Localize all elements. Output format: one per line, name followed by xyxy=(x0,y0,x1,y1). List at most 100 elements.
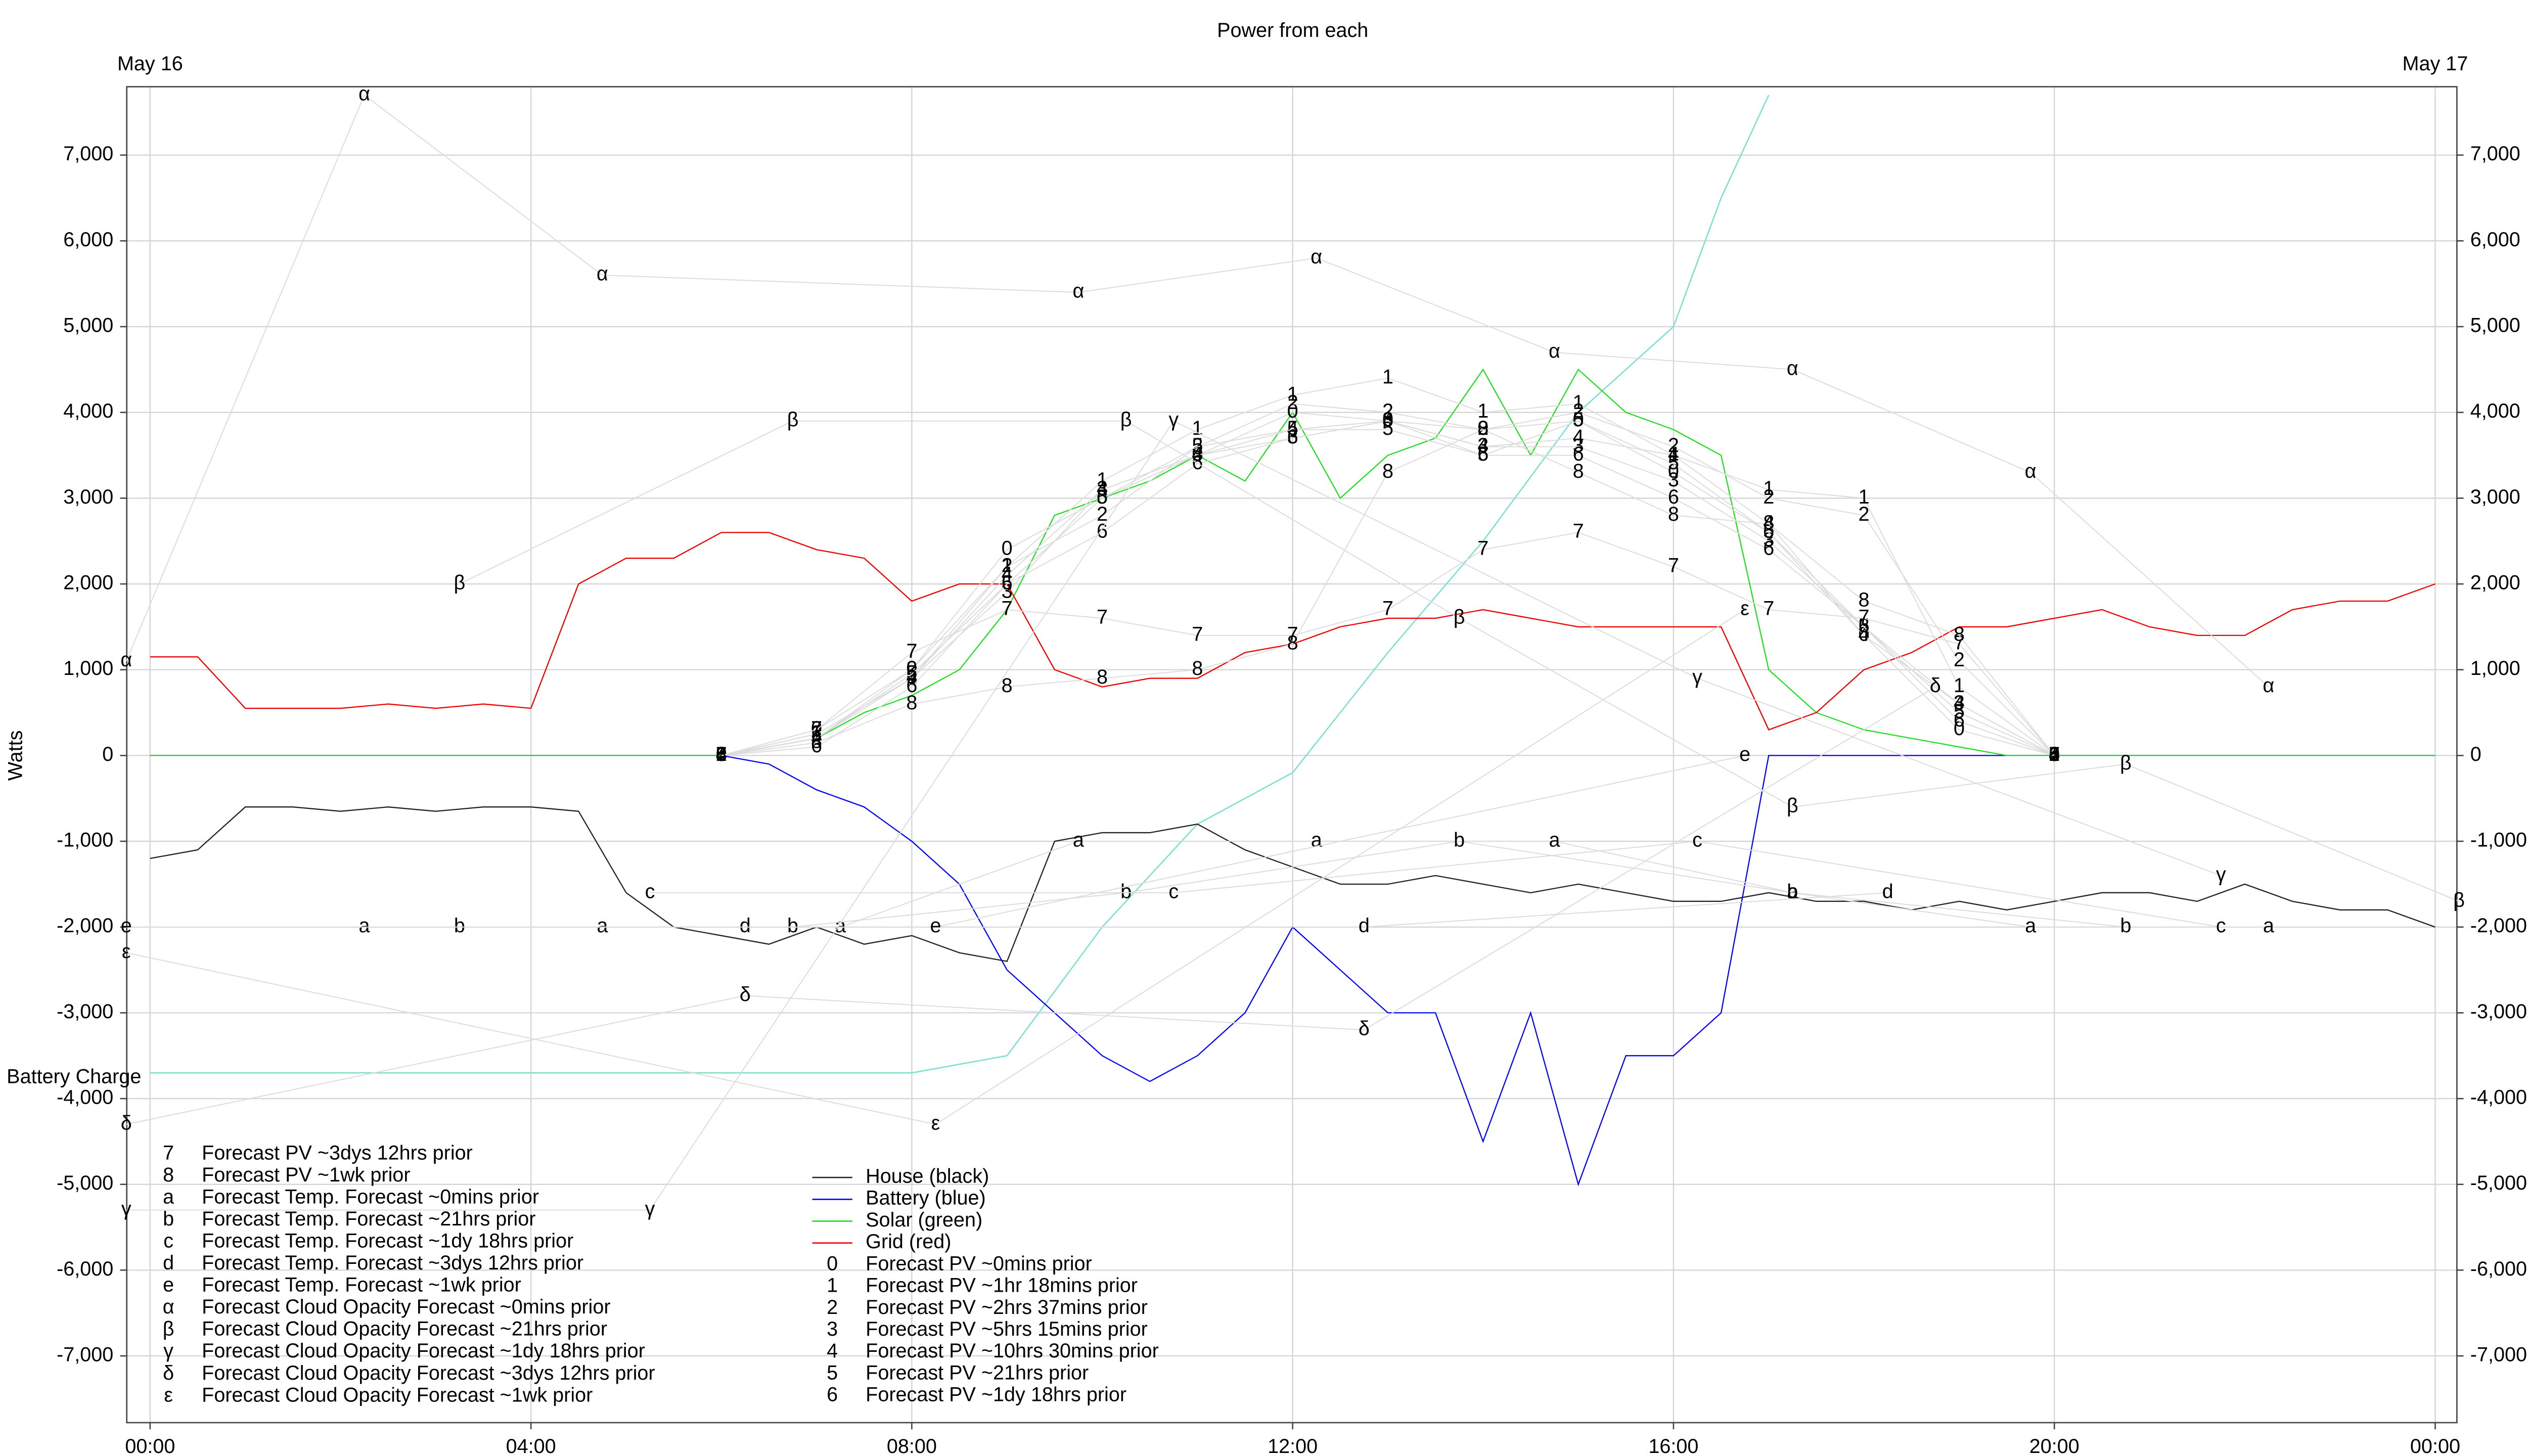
forecast-marker: 4 xyxy=(1477,434,1488,457)
forecast-marker: ε xyxy=(931,1112,940,1134)
forecast-marker: c xyxy=(1692,829,1702,851)
y-tick-label-right: 2,000 xyxy=(2470,572,2520,594)
legend-label: Forecast Cloud Opacity Forecast ~21hrs p… xyxy=(202,1318,607,1340)
x-tick-label: 04:00 xyxy=(506,1435,556,1456)
y-tick-label-right: -5,000 xyxy=(2470,1172,2527,1194)
forecast-marker: c xyxy=(1168,880,1179,902)
forecast-line xyxy=(126,755,1745,928)
forecast-marker: 4 xyxy=(716,743,727,765)
forecast-marker: 6 xyxy=(2049,743,2060,765)
forecast-marker: a xyxy=(1073,829,1085,851)
forecast-marker: 2 xyxy=(1477,417,1488,439)
legend-marker: 6 xyxy=(827,1384,838,1406)
forecast-marker: β xyxy=(787,408,799,431)
legend-marker: 7 xyxy=(163,1142,174,1164)
legend-label: Forecast Cloud Opacity Forecast ~1dy 18h… xyxy=(202,1340,645,1362)
forecast-marker: 0 xyxy=(1382,408,1393,431)
forecast-marker: 6 xyxy=(1097,520,1108,542)
forecast-line xyxy=(125,94,2269,688)
forecast-marker: a xyxy=(2263,915,2275,937)
forecast-marker: 2 xyxy=(1097,503,1108,525)
forecast-marker: 3 xyxy=(716,743,727,765)
forecast-marker: 8 xyxy=(1002,674,1013,697)
forecast-marker: 7 xyxy=(1477,537,1488,560)
legend-label: Forecast Temp. Forecast ~1wk prior xyxy=(202,1274,521,1296)
forecast-marker: a xyxy=(359,915,371,937)
legend-label: Forecast PV ~0mins prior xyxy=(866,1252,1092,1275)
forecast-marker: 2 xyxy=(716,743,727,765)
forecast-marker: 7 xyxy=(1382,597,1393,619)
forecast-marker: 1 xyxy=(716,743,727,765)
forecast-marker: 5 xyxy=(1287,417,1298,439)
forecast-marker: β xyxy=(1787,795,1798,817)
legend-label: Forecast PV ~1hr 18mins prior xyxy=(866,1275,1138,1297)
y-tick-label: -4,000 xyxy=(57,1086,113,1108)
forecast-line xyxy=(126,686,1936,1125)
forecast-marker: 1 xyxy=(1763,477,1774,499)
forecast-marker: 7 xyxy=(811,717,822,740)
forecast-marker: 6 xyxy=(1002,572,1013,594)
forecast-marker: 6 xyxy=(1192,451,1203,474)
forecast-marker: 1 xyxy=(2049,743,2060,765)
forecast-marker: 6 xyxy=(1477,443,1488,465)
forecast-marker: 6 xyxy=(1954,709,1965,731)
forecast-marker: 1 xyxy=(1573,391,1584,414)
forecast-marker: 3 xyxy=(1382,408,1393,431)
legend-marker: 0 xyxy=(827,1252,838,1275)
forecast-marker: 7 xyxy=(906,640,917,662)
legend-label: Forecast Temp. Forecast ~1dy 18hrs prior xyxy=(202,1230,573,1252)
battery-charge-label: Battery Charge xyxy=(7,1065,141,1087)
forecast-line xyxy=(650,841,2221,928)
legend-label: Forecast PV ~1dy 18hrs prior xyxy=(866,1384,1126,1406)
forecast-marker: 3 xyxy=(1668,469,1679,491)
y-tick-label-right: 7,000 xyxy=(2470,143,2520,165)
forecast-marker: β xyxy=(1120,408,1132,431)
y-tick-label: -6,000 xyxy=(57,1258,113,1280)
legend-label: Forecast PV ~2hrs 37mins prior xyxy=(866,1296,1148,1318)
y-tick-label-right: 1,000 xyxy=(2470,657,2520,679)
forecast-marker: δ xyxy=(1359,1018,1370,1040)
y-tick-label-right: 3,000 xyxy=(2470,486,2520,508)
forecast-marker: ε xyxy=(122,940,131,963)
legend-marker: ε xyxy=(164,1384,173,1406)
forecast-marker: 0 xyxy=(716,743,727,765)
forecast-marker: α xyxy=(1311,246,1322,268)
forecast-marker: 4 xyxy=(1763,512,1774,534)
y-tick-label: 7,000 xyxy=(63,143,113,165)
forecast-marker: 6 xyxy=(1287,426,1298,448)
y-axis-label: Watts xyxy=(4,731,26,781)
forecast-marker: 2 xyxy=(1668,434,1679,457)
chart-title: Power from each xyxy=(1217,19,1368,41)
legend-marker: β xyxy=(163,1318,174,1340)
plot-frame xyxy=(126,86,2458,1424)
forecast-marker: 8 xyxy=(1954,623,1965,645)
legend-marker: a xyxy=(163,1186,174,1208)
forecast-marker: 2 xyxy=(1382,400,1393,422)
forecast-line xyxy=(721,420,2055,756)
legend-label: Forecast Temp. Forecast ~0mins prior xyxy=(202,1186,539,1208)
y-tick-label: -1,000 xyxy=(57,829,113,851)
forecast-marker: 8 xyxy=(1192,657,1203,679)
forecast-marker: 0 xyxy=(1573,408,1584,431)
y-tick-label-right: 0 xyxy=(2470,743,2481,765)
forecast-marker: α xyxy=(2263,674,2274,697)
legend-marker: α xyxy=(163,1296,174,1318)
forecast-marker: a xyxy=(1311,829,1323,851)
forecast-marker: 5 xyxy=(1668,451,1679,474)
y-tick-label: 2,000 xyxy=(63,572,113,594)
forecast-marker: γ xyxy=(2216,863,2226,885)
forecast-marker: 7 xyxy=(1763,597,1774,619)
forecast-marker: 5 xyxy=(1382,417,1393,439)
forecast-marker: 4 xyxy=(1097,477,1108,499)
forecast-marker: 1 xyxy=(1954,674,1965,697)
forecast-marker: γ xyxy=(1692,666,1702,688)
forecast-marker: 1 xyxy=(1097,469,1108,491)
forecast-marker: 1 xyxy=(1859,486,1870,508)
forecast-marker: 3 xyxy=(1954,692,1965,714)
legend-marker: 1 xyxy=(827,1275,838,1297)
forecast-line xyxy=(721,532,2055,756)
legend-label: Forecast Cloud Opacity Forecast ~3dys 12… xyxy=(202,1362,655,1384)
forecast-marker: α xyxy=(1787,357,1798,379)
legend-marker: 8 xyxy=(163,1164,174,1186)
